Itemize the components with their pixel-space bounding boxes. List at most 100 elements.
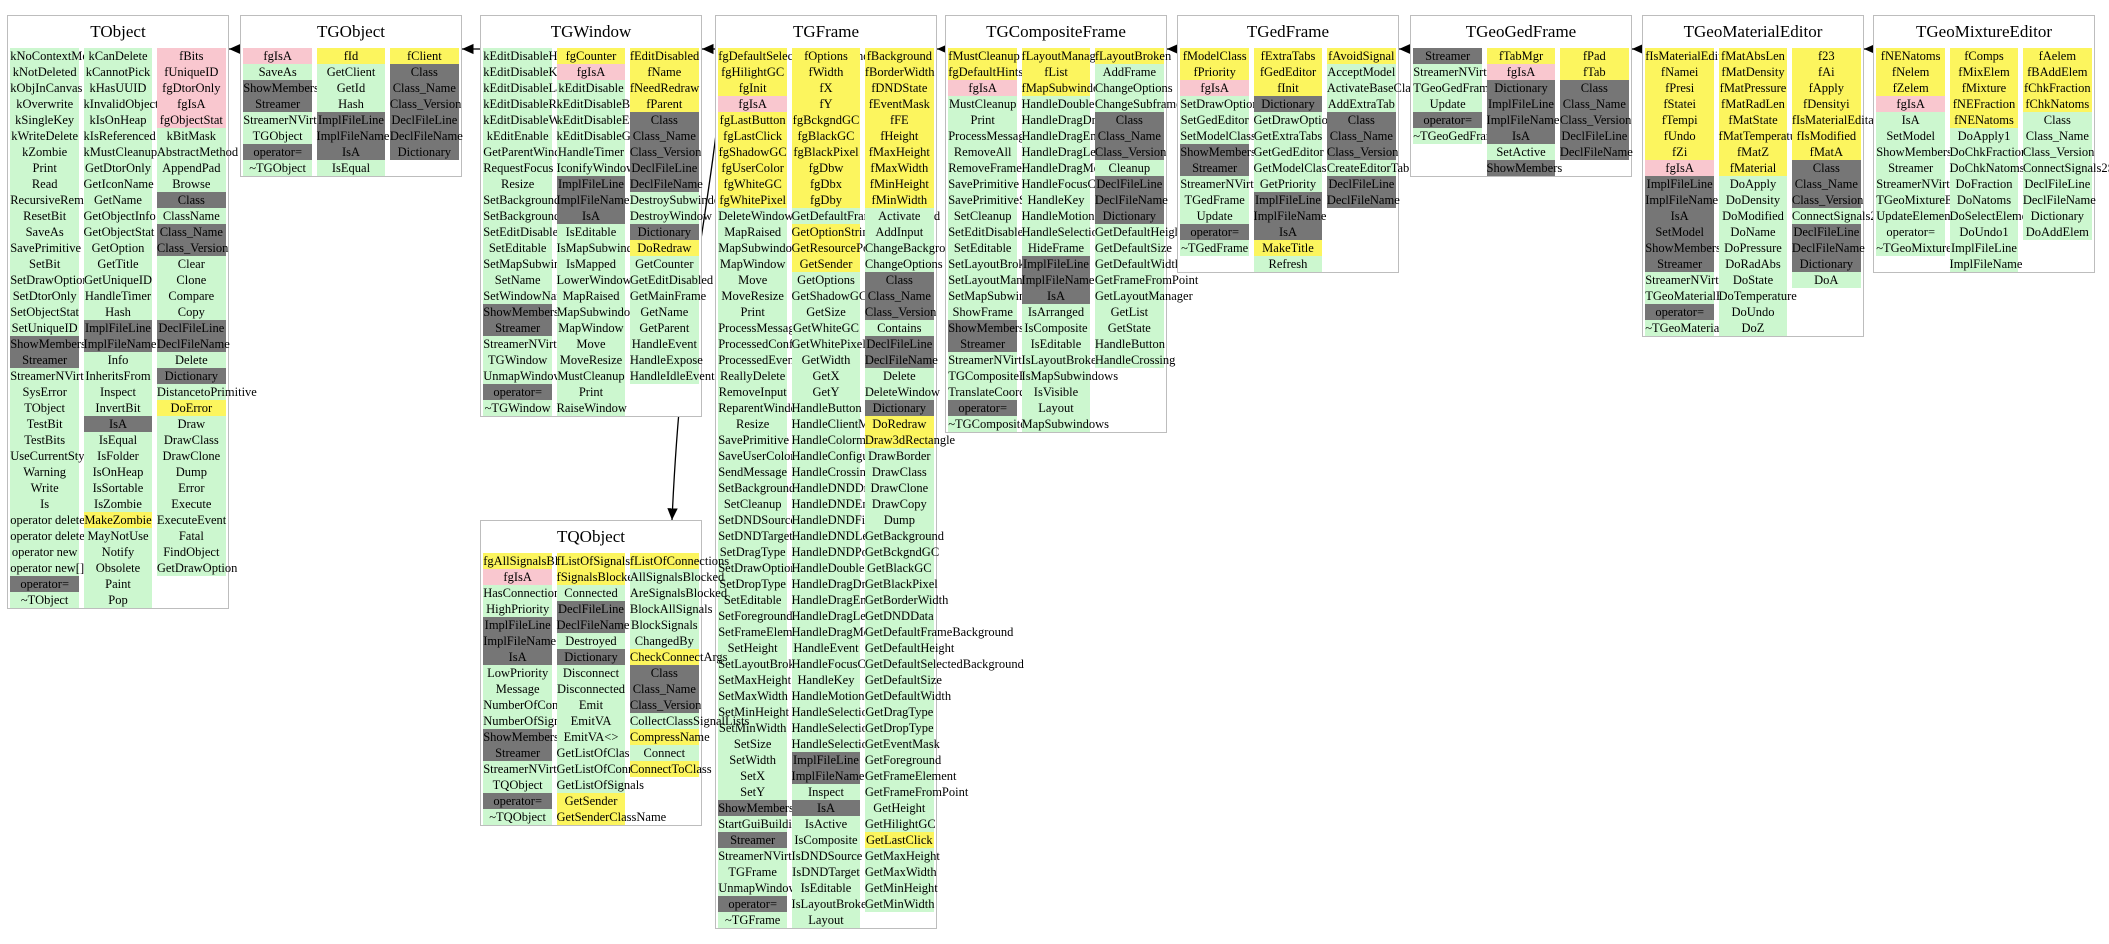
class-member: EmitVA bbox=[556, 713, 626, 729]
class-member: IsDNDSource bbox=[791, 848, 863, 864]
member-column: fClient Class Class_Name Class_Version DeclF… bbox=[388, 48, 463, 176]
class-member: DeclFileLine bbox=[864, 336, 934, 352]
class-member: ImplFileName bbox=[1021, 272, 1095, 288]
class-member: SetDNDSource bbox=[718, 512, 796, 528]
class-member: SetModel bbox=[1876, 128, 1946, 144]
class-member: fgDtorOnly bbox=[156, 80, 226, 96]
class-member: Class_Version bbox=[389, 96, 462, 112]
class-member: HandleKey bbox=[791, 672, 861, 688]
class-member: Hash bbox=[83, 304, 153, 320]
class-member: GetWidth bbox=[791, 352, 861, 368]
class-member: GetParentWindow bbox=[483, 144, 576, 160]
class-box-tgeomaterialeditor: TGeoMaterialEditor fIsMaterialEditable fN… bbox=[1642, 15, 1902, 337]
class-member: Streamer bbox=[1645, 256, 1715, 272]
class-member: fMixture bbox=[1949, 80, 2019, 96]
class-member: fNENatoms bbox=[1949, 112, 2019, 128]
class-title: TQObject bbox=[557, 527, 625, 546]
class-member: SetSize bbox=[718, 736, 788, 752]
class-member: Streamer bbox=[10, 352, 80, 368]
class-member: SetHeight bbox=[718, 640, 788, 656]
class-member: kEditDisableGrab bbox=[556, 128, 647, 144]
class-member: fList bbox=[1021, 64, 1091, 80]
class-member: Dictionary bbox=[1253, 96, 1323, 112]
class-member: operator= bbox=[483, 384, 553, 400]
class-member: SetFrameElement bbox=[718, 624, 808, 640]
class-member: fBAddElem bbox=[2022, 64, 2092, 80]
class-member: MoveResize bbox=[718, 288, 788, 304]
class-member: MapSubwindows bbox=[1021, 416, 1110, 432]
class-member: TestBit bbox=[10, 416, 80, 432]
class-member: GetCounter bbox=[629, 256, 699, 272]
class-member: GetDefaultSize bbox=[1094, 240, 1172, 256]
class-member: StartGuiBuilding bbox=[718, 816, 805, 832]
class-member: TGFrame bbox=[718, 864, 788, 880]
class-member: Print bbox=[556, 384, 626, 400]
class-member: HandleDragDrop bbox=[791, 576, 879, 592]
class-member: GetName bbox=[629, 304, 699, 320]
class-member: HandleDragLeave bbox=[791, 608, 884, 624]
class-member: HandleFocusChange bbox=[1021, 176, 1126, 192]
class-member: SetLayoutBroken bbox=[948, 256, 1037, 272]
class-member: GetName bbox=[83, 192, 153, 208]
class-member: fNENatoms bbox=[1876, 48, 1946, 64]
class-member: AllSignalsBlocked bbox=[629, 569, 725, 585]
class-member: IsActive bbox=[791, 816, 861, 832]
class-member: TranslateCoordinates bbox=[948, 384, 1055, 400]
class-member: Is bbox=[10, 496, 80, 512]
class-member: Inspect bbox=[791, 784, 861, 800]
class-member: fgDefaultSelectedBackground bbox=[718, 48, 870, 64]
class-member: fMixElem bbox=[1949, 64, 2019, 80]
class-member: IsEditable bbox=[556, 224, 626, 240]
class-member: HandleIdleEvent bbox=[629, 368, 715, 384]
class-member: SetMaxWidth bbox=[718, 688, 788, 704]
class-member: DeleteWindow bbox=[864, 384, 941, 400]
class-member: Fatal bbox=[156, 528, 226, 544]
class-member: DoPressure bbox=[1718, 240, 1788, 256]
class-member: ClassName bbox=[156, 208, 226, 224]
class-member: fgLastClick bbox=[718, 128, 788, 144]
class-member: DrawClone bbox=[156, 448, 226, 464]
class-member: AddExtraTab bbox=[1326, 96, 1396, 112]
class-box-tobject: TObject kNoContextMenu kNotDeleted kObjInC… bbox=[7, 15, 257, 609]
class-member: kZombie bbox=[10, 144, 80, 160]
class-member: ProcessedEvent bbox=[718, 352, 798, 368]
class-member: HandleFocusChange bbox=[791, 656, 896, 672]
class-member: ImplFileLine bbox=[791, 752, 861, 768]
class-member: IsA bbox=[1486, 128, 1556, 144]
class-member: Class bbox=[864, 272, 934, 288]
class-member: fDensityi bbox=[1791, 96, 1861, 112]
class-member: GetBackground bbox=[864, 528, 945, 544]
class-member: fTab bbox=[1559, 64, 1629, 80]
class-member: ShowMembers bbox=[1876, 144, 1952, 160]
class-member: Resize bbox=[718, 416, 788, 432]
class-member: Clone bbox=[156, 272, 226, 288]
class-member: Streamer bbox=[1180, 160, 1250, 176]
class-member: MakeZombie bbox=[83, 512, 153, 528]
class-member: fIsModified bbox=[1791, 128, 1861, 144]
class-member: NumberOfConnections bbox=[483, 697, 600, 713]
class-member: IsMapSubwindows bbox=[1021, 368, 1119, 384]
member-columns: fNENatoms fNelem fZelem fgIsA IsA SetModel Sho… bbox=[1874, 48, 2109, 272]
class-member: GetMaxHeight bbox=[864, 848, 940, 864]
class-member: fInit bbox=[1253, 80, 1323, 96]
class-member: StreamerNVirtual bbox=[948, 352, 1038, 368]
class-member: Dictionary bbox=[1094, 208, 1164, 224]
class-member: CollectClassSignalLists bbox=[629, 713, 750, 729]
class-member: DeclFileName bbox=[556, 617, 630, 633]
class-member: SetDrawOption bbox=[1180, 96, 1259, 112]
class-member: fgIsA bbox=[1645, 160, 1715, 176]
class-member: Connect bbox=[629, 745, 699, 761]
class-member: SavePrimitive bbox=[718, 432, 790, 448]
class-member: GetTitle bbox=[83, 256, 153, 272]
class-member: ImplFileName bbox=[1645, 192, 1719, 208]
class-member: GetObjectInfo bbox=[83, 208, 156, 224]
class-member: kOverwrite bbox=[10, 96, 80, 112]
class-member: Class bbox=[1791, 160, 1861, 176]
class-member: DeclFileName bbox=[389, 128, 463, 144]
member-column: fgIsA SaveAs ShowMembers Streamer StreamerNV… bbox=[241, 48, 332, 176]
class-member: MapRaised bbox=[718, 224, 788, 240]
class-member: Dump bbox=[864, 512, 934, 528]
member-column: fgDefaultSelectedBackgroundfgHilightGCfg… bbox=[716, 48, 870, 928]
class-member: HandleCrossing bbox=[1094, 352, 1176, 368]
class-member: UnmapWindow bbox=[718, 880, 798, 896]
